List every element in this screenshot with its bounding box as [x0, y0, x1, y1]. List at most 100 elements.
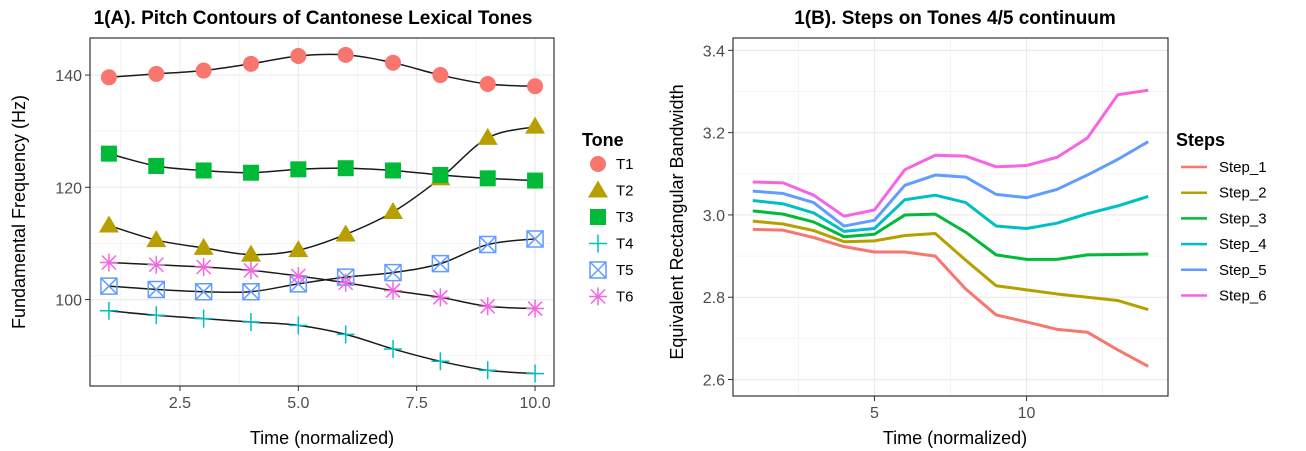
legend-label-T1: T1 [616, 156, 634, 173]
series-line-Step_4 [752, 193, 1149, 233]
point-T3 [479, 170, 496, 187]
point-T2 [240, 244, 261, 262]
point-T2 [383, 202, 404, 219]
chart-a-markers [98, 46, 546, 383]
y-tick-label: 2.6 [703, 373, 725, 390]
y-tick-label: 3.0 [703, 208, 725, 225]
x-tick-label: 7.5 [406, 395, 428, 412]
point-T3 [242, 164, 259, 181]
point-T1 [479, 76, 496, 93]
chart-b-title: 1(B). Steps on Tones 4/5 continuum [794, 8, 1116, 29]
legend-label-Step_5: Step_5 [1219, 262, 1267, 279]
series-line-Step_6 [752, 88, 1149, 218]
series-line-Step_5 [752, 140, 1149, 228]
legend-label-Step_2: Step_2 [1219, 185, 1267, 202]
legend-key-T1 [590, 156, 606, 172]
point-T5 [147, 280, 166, 299]
chart-b-y-ticks: 2.6 2.8 3.0 3.2 3.4 [703, 43, 733, 390]
legend-key-T3 [590, 209, 606, 225]
series-line-T4 [108, 310, 536, 375]
point-T3 [195, 162, 212, 179]
x-tick-label: 10 [1018, 405, 1036, 422]
point-T3 [290, 161, 307, 178]
legend-label-T6: T6 [616, 289, 634, 306]
point-T2 [525, 116, 546, 134]
chart-a-x-ticks: 2.5 5.0 7.5 10.0 [169, 386, 551, 412]
point-T4 [241, 313, 260, 332]
x-tick-label: 2.5 [169, 395, 191, 412]
chart-a-x-axis-title: Time (normalized) [250, 428, 394, 448]
point-T2 [193, 237, 214, 255]
legend-key-T2 [588, 180, 608, 198]
chart-a-panel-border [89, 37, 555, 387]
point-T5 [384, 263, 402, 282]
point-T5 [242, 282, 260, 301]
series-line-T1 [108, 53, 536, 88]
point-T3 [527, 172, 544, 189]
series-line-Step_2 [752, 219, 1149, 312]
point-T4 [147, 306, 166, 325]
x-tick-label: 5.0 [287, 395, 309, 412]
legend-label-Step_1: Step_1 [1219, 159, 1267, 176]
point-T2 [98, 215, 119, 233]
chart-a-y-ticks: 100 120 140 [55, 68, 90, 310]
chart-b-lines [752, 88, 1149, 368]
chart-a: 1(A). Pitch Contours of Cantonese Lexica… [9, 8, 634, 448]
legend-key-T5 [589, 261, 607, 279]
point-T1 [195, 62, 212, 79]
point-T6 [289, 266, 308, 285]
point-T3 [337, 160, 354, 177]
point-T1 [385, 54, 402, 71]
legend-label-T2: T2 [616, 183, 634, 200]
point-T6 [336, 273, 355, 292]
point-T4 [336, 325, 355, 344]
chart-a-grid [90, 38, 554, 386]
point-T5 [526, 230, 544, 248]
chart-a-title: 1(A). Pitch Contours of Cantonese Lexica… [94, 8, 533, 29]
point-T1 [100, 69, 117, 86]
y-tick-label: 2.8 [703, 290, 725, 307]
point-T3 [148, 157, 165, 174]
legend-key-T6 [589, 287, 607, 306]
point-T1 [148, 65, 165, 82]
chart-b-grid [733, 38, 1168, 396]
legend-label-Step_6: Step_6 [1219, 288, 1267, 305]
point-T1 [290, 47, 307, 64]
chart-a-panel [90, 38, 554, 386]
legend-key-T4 [589, 234, 607, 253]
chart-a-y-axis-title: Fundamental Frequency (Hz) [9, 95, 29, 329]
point-T5 [194, 282, 213, 301]
point-T1 [242, 55, 259, 72]
point-T2 [146, 230, 167, 248]
series-line-T2 [108, 125, 536, 256]
point-T6 [147, 255, 166, 274]
chart-b-panel-border [732, 37, 1169, 397]
point-T4 [99, 301, 118, 320]
chart-b-y-axis-title: Equivalent Rectangular Bandwidth [667, 84, 687, 359]
series-line-T3 [108, 152, 536, 182]
point-T5 [478, 235, 497, 254]
series-line-T5 [108, 238, 536, 294]
point-T3 [432, 166, 449, 183]
chart-a-lines [108, 53, 536, 375]
point-T2 [335, 224, 356, 242]
series-line-T6 [108, 261, 536, 310]
x-tick-label: 10.0 [519, 395, 550, 412]
chart-b-legend-title: Steps [1176, 130, 1225, 150]
point-T6 [526, 299, 545, 318]
chart-b-x-ticks: 5 10 [870, 396, 1036, 422]
point-T4 [289, 316, 308, 335]
legend-label-T5: T5 [616, 262, 634, 279]
point-T6 [478, 297, 497, 316]
y-tick-label: 100 [55, 293, 82, 310]
point-T6 [241, 261, 260, 280]
y-tick-label: 3.2 [703, 126, 725, 143]
point-T6 [431, 288, 450, 307]
point-T5 [431, 254, 450, 273]
legend-label-T4: T4 [616, 236, 634, 253]
point-T4 [194, 309, 213, 328]
series-line-Step_3 [752, 209, 1149, 261]
point-T1 [337, 46, 354, 63]
point-T3 [385, 162, 402, 179]
point-T4 [384, 339, 403, 358]
